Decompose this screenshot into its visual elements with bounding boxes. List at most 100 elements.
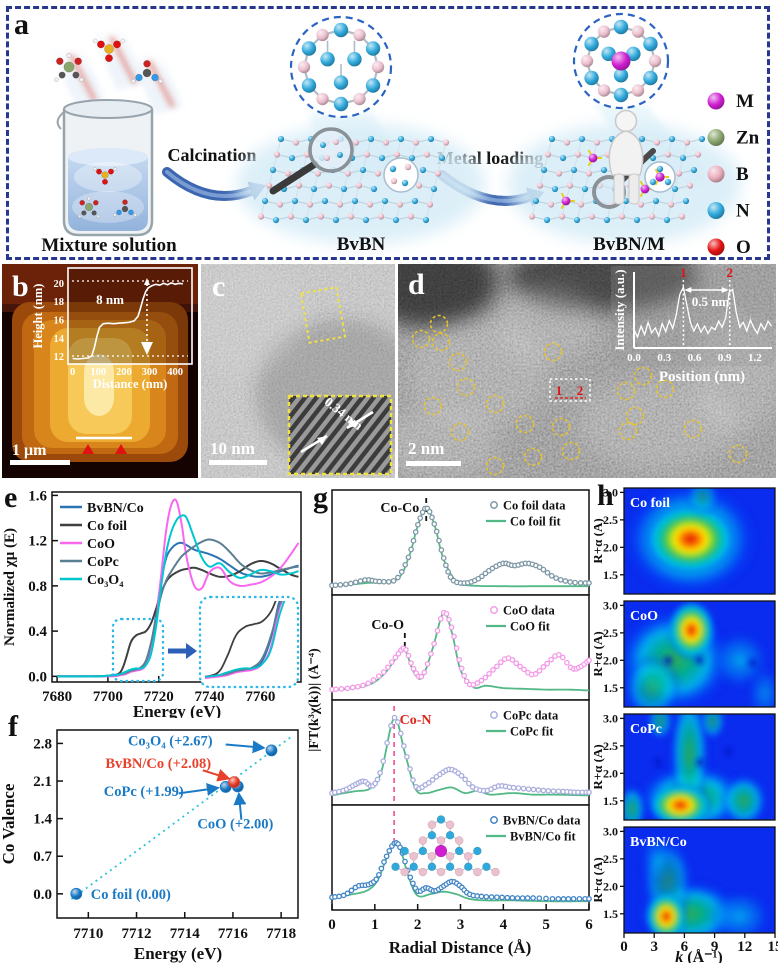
- molecule-atom: [78, 215, 81, 218]
- legend-sphere-Zn: [708, 129, 725, 146]
- molecule-atom: [108, 169, 113, 174]
- scale-bar: [209, 460, 267, 465]
- point-label: CoPc (+1.99): [104, 784, 184, 800]
- y-axis-label: R+α (Å): [594, 857, 605, 902]
- legend-label-xanes: CoPc: [87, 555, 119, 570]
- wavelet-node: [697, 758, 705, 766]
- bvbn-label: BvBN: [337, 234, 386, 255]
- legend-sphere-O: [708, 239, 725, 256]
- y-tick: 2.5: [603, 513, 618, 527]
- molecule-atom: [128, 210, 133, 215]
- y-axis-label: R+α (Å): [594, 518, 605, 563]
- wavelet-blob: [708, 889, 772, 944]
- y-tick: 1.5: [603, 681, 618, 695]
- molecule-atom: [102, 179, 107, 184]
- molecule-atom: [87, 197, 90, 200]
- molecule-atom: [56, 58, 63, 65]
- inset-x-tick: 0.3: [657, 352, 671, 364]
- wavelet-panel-BvBN/Co: BvBN/Co3.02.52.01.5R+α (Å): [594, 824, 775, 947]
- molecule-atom: [97, 215, 100, 218]
- point-label: Co foil (0.00): [91, 887, 171, 903]
- y-tick: 2.5: [603, 739, 618, 753]
- data-point-Co₃O₄: [266, 745, 277, 756]
- y-axis-label: Normalized χμ (E): [2, 528, 18, 646]
- shell-annotation: Co-Co: [380, 501, 419, 516]
- panel-letter-d: d: [408, 270, 425, 300]
- legend-label-N: N: [736, 201, 750, 222]
- molecule-atom: [75, 58, 82, 65]
- molecule-atom: [113, 213, 116, 216]
- scale-bar: [406, 461, 461, 466]
- y-tick: 1.5: [603, 907, 618, 921]
- inset-y-tick: 20: [54, 279, 65, 290]
- molecule-atom: [64, 62, 74, 72]
- molecule-atom: [93, 168, 96, 171]
- mixture-solution-label: Mixture solution: [41, 235, 177, 256]
- x-axis-label: k (Å⁻¹): [675, 948, 722, 963]
- wavelet-blob: [644, 503, 737, 575]
- y-tick: 3.0: [603, 711, 618, 725]
- legend-fit-label: BvBN/Co fit: [510, 830, 576, 844]
- inset-x-label: Position (nm): [659, 369, 745, 385]
- inset-x-tick: 400: [167, 367, 183, 378]
- panel-g-exafs-chart: Co-Co Co foil data Co foil fit Co-O CoO data…: [308, 479, 594, 968]
- peak-marker-2: 2: [726, 265, 733, 280]
- y-axis-label: |FT(k³χ(k))| (Å⁻⁴): [308, 648, 322, 752]
- x-axis-label: Energy (eV): [134, 944, 222, 963]
- x-tick: 7760: [245, 689, 275, 705]
- x-tick: 3: [457, 917, 465, 933]
- shell-annotation: Co-O: [371, 618, 404, 633]
- scale-bar-label: 2 nm: [408, 439, 444, 458]
- panel-letter-a: a: [14, 10, 29, 40]
- vacancy-ring-inset: [291, 17, 391, 117]
- legend-label-xanes: Co foil: [87, 519, 127, 534]
- molecule-atom: [96, 169, 101, 174]
- molecule-atom: [54, 78, 58, 82]
- panel-letter-g: g: [313, 483, 328, 513]
- bvbnm-label: BvBN/M: [593, 234, 665, 255]
- x-tick: 5: [542, 917, 550, 933]
- wavelet-node: [654, 758, 662, 766]
- molecule-atom: [97, 41, 104, 48]
- x-tick: 12: [737, 939, 752, 955]
- beaker: [58, 100, 152, 235]
- x-axis-label: Energy (eV): [133, 702, 221, 718]
- legend-label-xanes: BvBN/Co: [87, 501, 144, 516]
- y-tick: 2.0: [603, 879, 618, 893]
- legend-label-M: M: [736, 91, 754, 112]
- y-axis-label: R+α (Å): [594, 744, 605, 789]
- molecule-atom: [121, 39, 125, 43]
- y-tick: 2.5: [603, 626, 618, 640]
- molecule-atom: [159, 79, 163, 83]
- molecule-atom: [117, 210, 122, 215]
- y-tick: 2.1: [33, 774, 52, 790]
- legend-fit-label: Co foil fit: [510, 515, 562, 529]
- molecule-atom: [67, 53, 72, 58]
- y-tick: 1.5: [603, 568, 618, 582]
- y-tick: 3.0: [603, 824, 618, 838]
- y-tick: 2.0: [603, 540, 618, 554]
- y-tick: 1.5: [603, 794, 618, 808]
- legend-data-label: CoO data: [503, 604, 555, 618]
- legend-label-O: O: [736, 237, 751, 257]
- y-tick: 0.4: [28, 624, 47, 640]
- wavelet-blob: [667, 600, 715, 660]
- x-tick: 7718: [266, 926, 296, 942]
- scale-bar: [10, 460, 70, 465]
- legend-data-label: Co foil data: [503, 499, 566, 513]
- x-tick: 0: [328, 917, 336, 933]
- legend-fit-label: CoPc fit: [510, 725, 554, 739]
